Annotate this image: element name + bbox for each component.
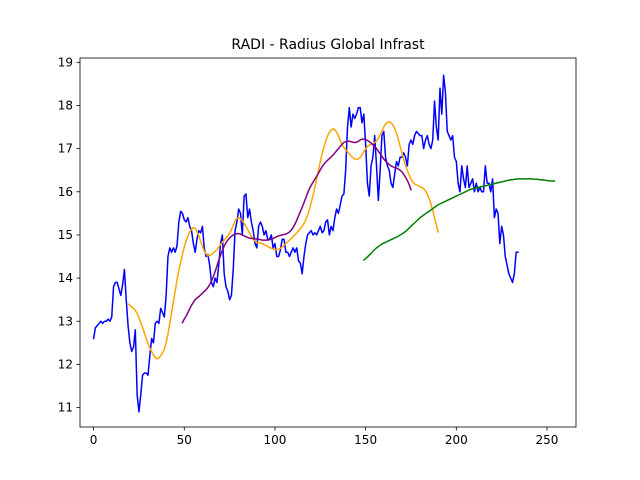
y-tick-label: 19 [58, 55, 73, 69]
y-tick-label: 11 [58, 401, 73, 415]
y-tick-label: 15 [58, 228, 73, 242]
y-tick-label: 16 [58, 185, 73, 199]
y-tick-label: 17 [58, 142, 73, 156]
y-tick-label: 13 [58, 314, 73, 328]
chart-title: RADI - Radius Global Infrast [231, 37, 425, 53]
x-tick-label: 50 [177, 433, 192, 447]
x-tick-label: 200 [445, 433, 468, 447]
x-tick-label: 100 [264, 433, 287, 447]
y-tick-label: 18 [58, 98, 73, 112]
x-tick-label: 250 [536, 433, 559, 447]
x-tick-label: 150 [354, 433, 377, 447]
x-tick-label: 0 [90, 433, 98, 447]
y-tick-label: 12 [58, 357, 73, 371]
y-tick-label: 14 [58, 271, 73, 285]
